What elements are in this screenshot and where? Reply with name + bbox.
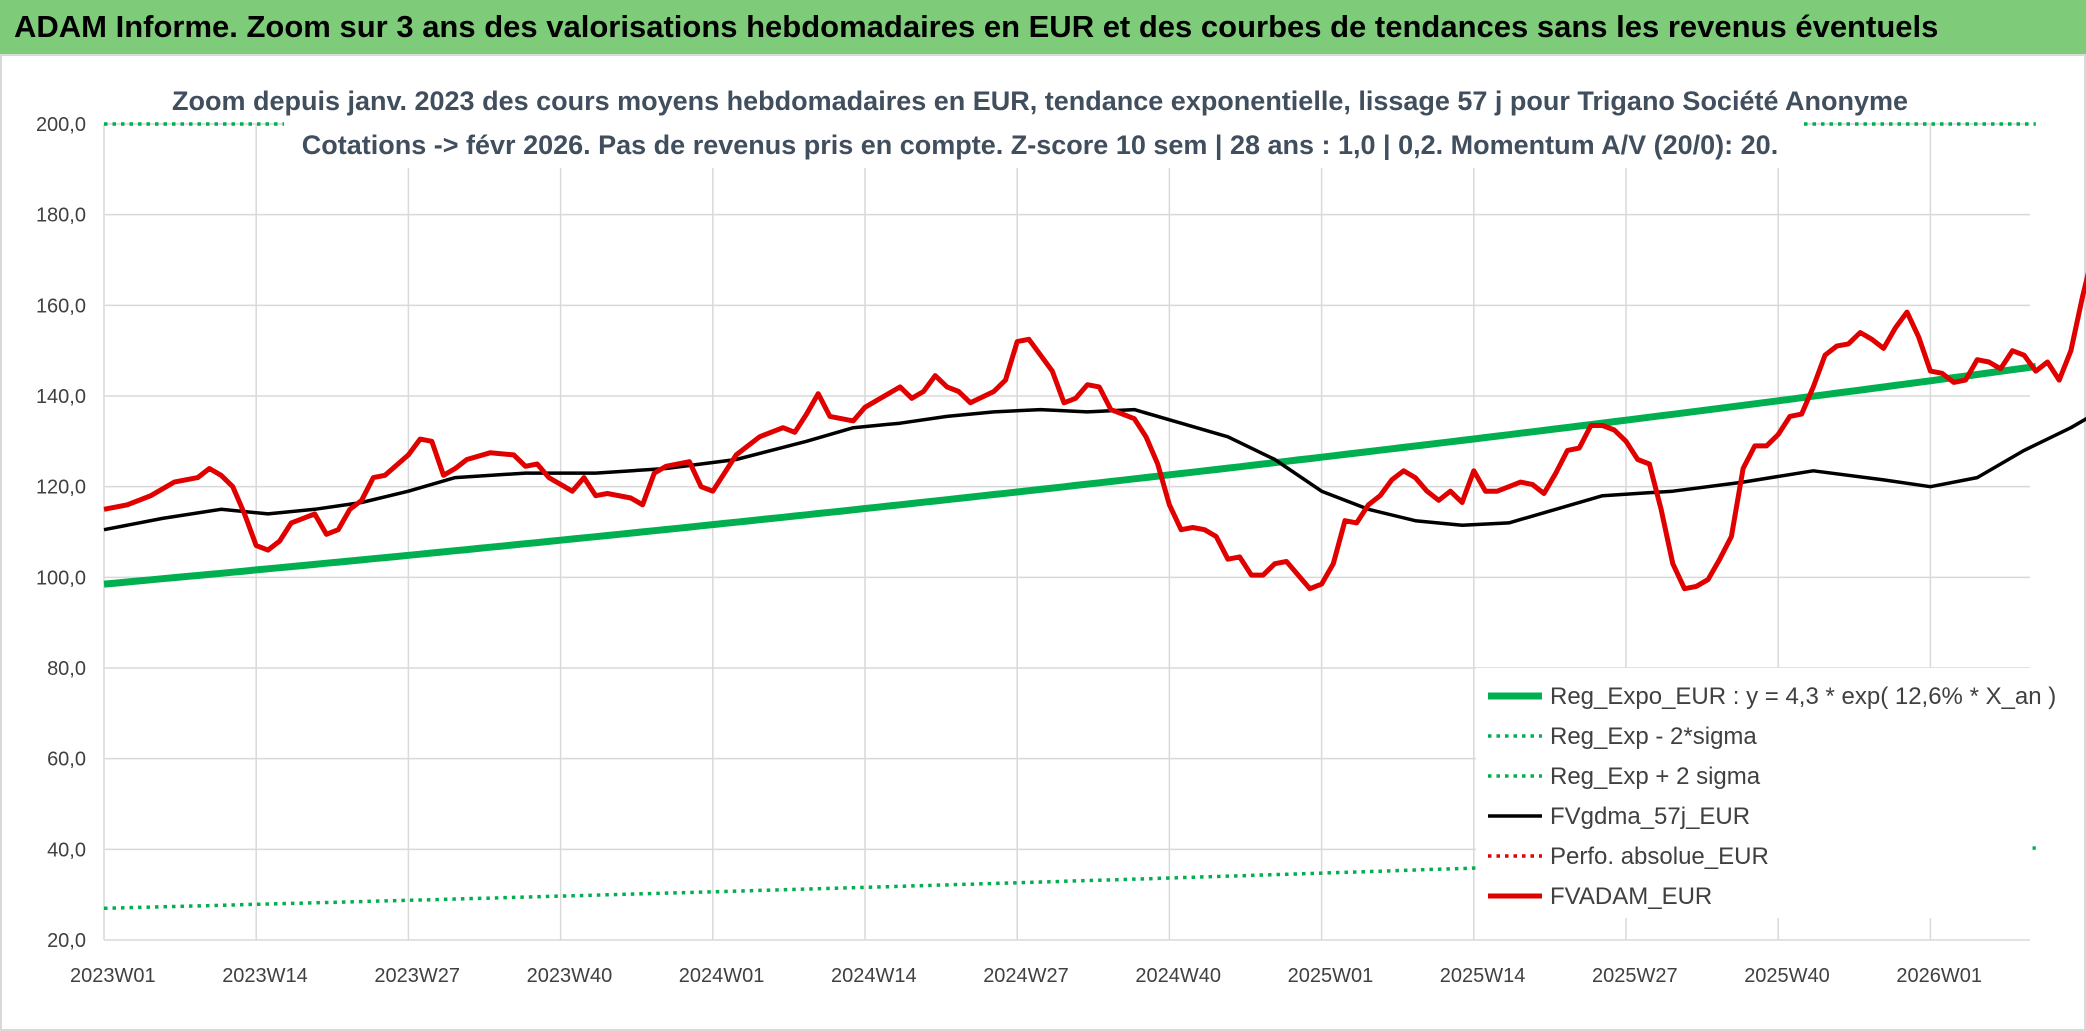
y-tick-label: 180,0 xyxy=(36,205,86,227)
legend-reg-expo-label: Reg_Expo_EUR : y = 4,3 * exp( 12,6% * X_… xyxy=(1550,683,2056,710)
y-tick-label: 120,0 xyxy=(36,477,86,499)
chart-subtitle: Cotations -> févr 2026. Pas de revenus p… xyxy=(302,130,1778,160)
x-tick-label: 2023W40 xyxy=(527,965,613,987)
y-tick-label: 60,0 xyxy=(47,749,86,771)
fvgdma-line xyxy=(103,407,2086,532)
y-tick-label: 160,0 xyxy=(36,295,86,317)
y-tick-label: 200,0 xyxy=(36,114,86,136)
fvadam-line xyxy=(103,271,2086,592)
title-background xyxy=(284,78,1804,168)
x-tick-label: 2023W14 xyxy=(222,965,308,987)
reg-expo-line xyxy=(103,363,2037,588)
x-tick-label: 2024W27 xyxy=(983,965,1069,987)
legend-reg-minus-2sigma-label: Reg_Exp - 2*sigma xyxy=(1550,723,1757,750)
y-tick-label: 80,0 xyxy=(47,658,86,680)
legend-background xyxy=(1476,668,2032,918)
legend-fvadam-label: FVADAM_EUR xyxy=(1550,883,1712,910)
y-tick-label: 140,0 xyxy=(36,386,86,408)
x-axis: 2023W01 2023W14 2023W27 2023W40 2024W01 2024W… xyxy=(70,965,1982,987)
report-banner: ADAM Informe. Zoom sur 3 ans des valoris… xyxy=(0,0,2086,54)
x-tick-label: 2025W01 xyxy=(1288,965,1374,987)
legend-fvgdma-label: FVgdma_57j_EUR xyxy=(1550,803,1750,830)
x-tick-label: 2026W01 xyxy=(1896,965,1982,987)
legend-perfo-absolue-label: Perfo. absolue_EUR xyxy=(1550,843,1769,870)
x-tick-label: 2024W40 xyxy=(1135,965,1221,987)
x-tick-label: 2025W27 xyxy=(1592,965,1678,987)
legend: Reg_Expo_EUR : y = 4,3 * exp( 12,6% * X_… xyxy=(1476,668,2056,918)
legend-reg-plus-2sigma-label: Reg_Exp + 2 sigma xyxy=(1550,763,1761,790)
chart-title: Zoom depuis janv. 2023 des cours moyens … xyxy=(172,86,1908,116)
x-tick-label: 2023W27 xyxy=(374,965,460,987)
x-tick-label: 2025W14 xyxy=(1440,965,1526,987)
y-tick-label: 20,0 xyxy=(47,930,86,952)
x-tick-label: 2024W14 xyxy=(831,965,917,987)
x-tick-label: 2024W01 xyxy=(679,965,765,987)
y-axis: 200,0 180,0 160,0 140,0 120,0 100,0 80,0 60,0 40… xyxy=(36,114,86,952)
x-tick-label: 2025W40 xyxy=(1744,965,1830,987)
y-tick-label: 100,0 xyxy=(36,567,86,589)
y-tick-label: 40,0 xyxy=(47,839,86,861)
x-tick-label: 2023W01 xyxy=(70,965,156,987)
